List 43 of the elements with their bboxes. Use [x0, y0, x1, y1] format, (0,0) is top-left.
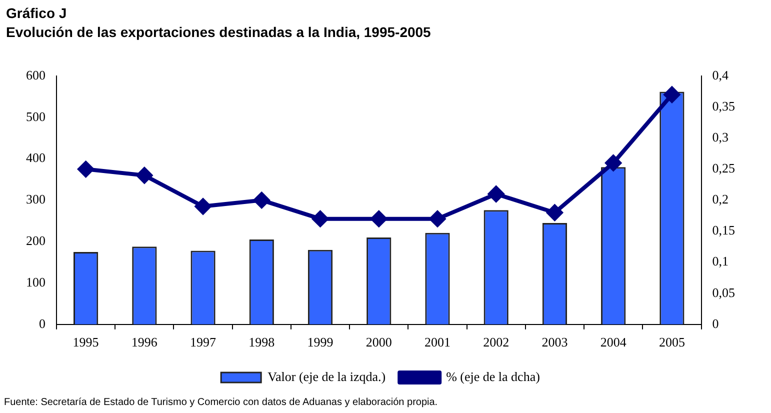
point: [312, 210, 328, 227]
y2-tick-label: 0,4: [712, 67, 729, 82]
y-tick-label: 600: [26, 67, 46, 82]
y-tick-label: 500: [26, 108, 46, 124]
x-tick-label: 1998: [248, 334, 275, 350]
chart-title: Gráfico J: [6, 4, 68, 23]
x-tick-label: 1999: [307, 334, 334, 350]
x-tick-label: 2002: [483, 334, 510, 350]
legend-label: Valor (eje de la izqda.): [268, 368, 386, 384]
y-tick-label: 100: [26, 274, 46, 290]
y2-tick-label: 0: [712, 316, 719, 331]
y2-tick-label: 0,2: [712, 192, 728, 207]
x-tick-label: 2004: [600, 334, 627, 350]
point: [254, 192, 270, 208]
x-tick-label: 2000: [366, 334, 392, 350]
source-note: Fuente: Secretaría de Estado de Turismo y Comercio con datos de Aduanas y elaboración propia.: [4, 397, 438, 408]
point: [546, 204, 563, 221]
point: [664, 86, 680, 103]
x-tick-label: 2001: [424, 334, 450, 350]
x-tick-label: 2003: [542, 334, 568, 350]
point: [136, 167, 152, 184]
y2-tick-label: 0,15: [712, 222, 735, 238]
x-tick-label: 1995: [72, 334, 99, 350]
point: [429, 210, 446, 227]
x-tick-label: 2005: [658, 334, 685, 350]
y-tick-label: 400: [26, 150, 46, 166]
y-tick-label: 300: [26, 192, 46, 207]
y2-tick-label: 0,1: [712, 254, 728, 269]
y-tick-label: 200: [26, 233, 46, 248]
x-tick-label: 1997: [190, 334, 217, 350]
point: [370, 210, 387, 227]
point: [488, 186, 504, 202]
point: [195, 198, 212, 214]
point: [605, 154, 622, 171]
legend-label: % (eje de la dcha): [446, 368, 540, 384]
chart-subtitle: Evolución de las exportaciones destinadas a la India, 1995-2005: [6, 23, 431, 42]
point: [78, 161, 94, 178]
y2-tick-label: 0,05: [712, 284, 735, 300]
x-tick-label: 1996: [131, 334, 158, 350]
y2-tick-label: 0,3: [712, 130, 728, 145]
y2-tick-label: 0,25: [712, 160, 735, 176]
y-tick-label: 0: [39, 316, 46, 331]
y2-tick-label: 0,35: [712, 98, 735, 114]
